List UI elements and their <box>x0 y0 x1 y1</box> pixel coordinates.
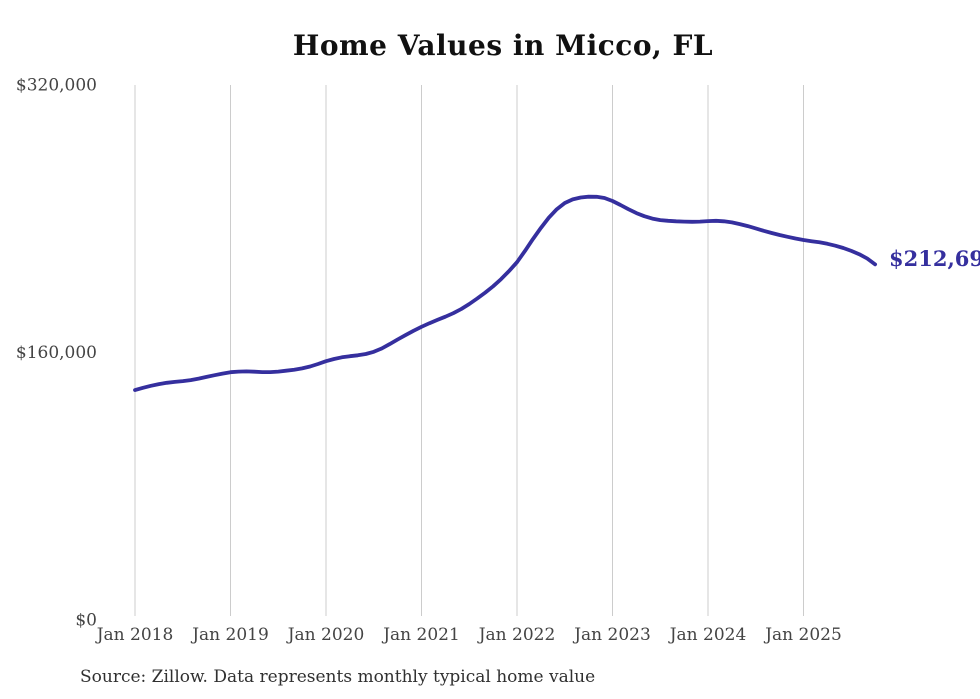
home-value-line <box>133 194 877 393</box>
x-tick-label: Jan 2019 <box>190 625 269 645</box>
x-tick-label: Jan 2023 <box>572 625 651 645</box>
latest-value-label: $212,693 <box>889 246 980 271</box>
y-tick-label: $320,000 <box>16 76 97 96</box>
y-tick-label: $0 <box>75 611 97 631</box>
source-note: Source: Zillow. Data represents monthly … <box>80 667 596 687</box>
chart-title: Home Values in Micco, FL <box>292 29 714 62</box>
x-tick-label: Jan 2022 <box>477 625 556 645</box>
x-tick-label: Jan 2025 <box>763 625 842 645</box>
y-tick-label: $160,000 <box>16 343 97 363</box>
x-tick-label: Jan 2021 <box>381 625 460 645</box>
x-tick-label: Jan 2024 <box>668 625 747 645</box>
x-tick-label: Jan 2020 <box>286 625 365 645</box>
x-tick-label: Jan 2018 <box>95 625 174 645</box>
